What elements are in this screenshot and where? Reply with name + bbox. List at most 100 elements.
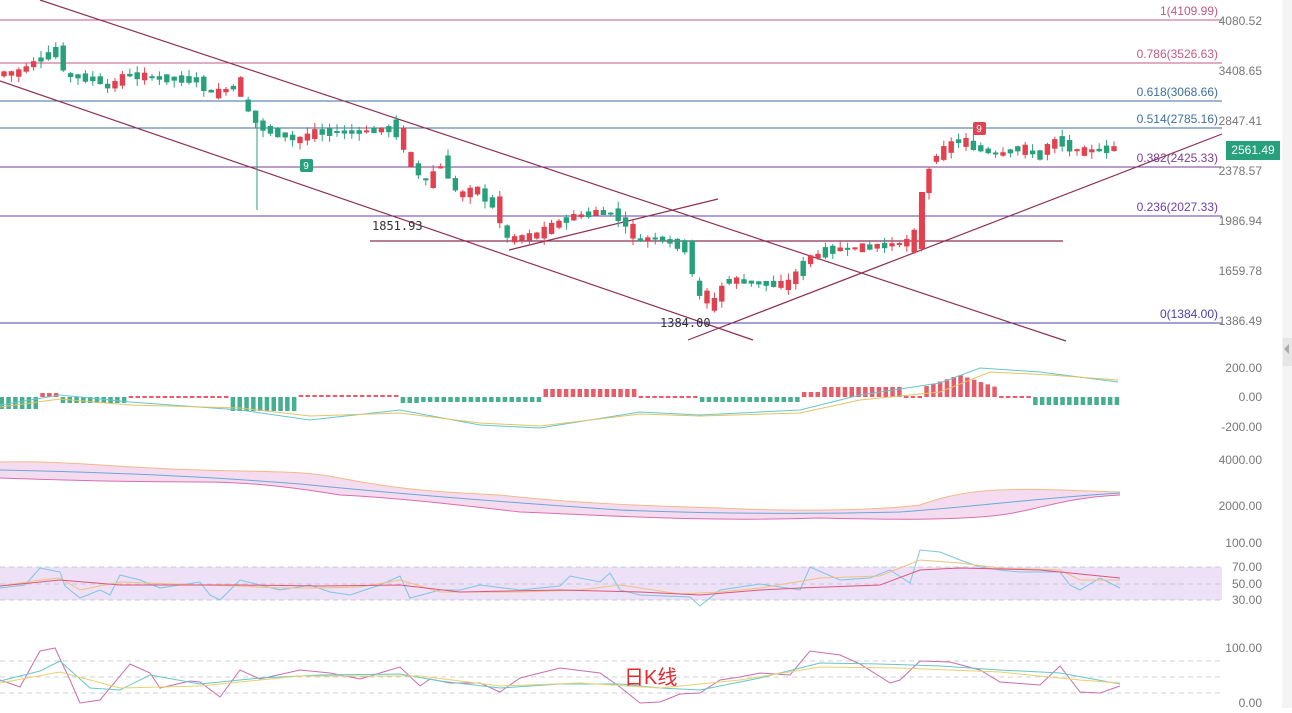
macd-bar [353, 395, 358, 397]
macd-bar [366, 395, 372, 397]
macd-bar [625, 389, 630, 397]
candle-body [733, 277, 740, 284]
macd-bar [332, 395, 338, 397]
candle-body [208, 89, 214, 93]
macd-bar [393, 395, 399, 397]
macd-bar [665, 396, 671, 398]
price-tick: 1386.49 [1218, 314, 1262, 328]
candle-body [778, 280, 784, 288]
candle-body [60, 45, 66, 71]
macd-bar [618, 389, 623, 397]
macd-bar [529, 397, 535, 402]
candle-body [1000, 152, 1006, 156]
macd-bar [808, 392, 814, 397]
macd-bar [761, 397, 766, 402]
candle-body [674, 238, 681, 249]
channel-lower [0, 80, 754, 341]
rsi-tick: 100.00 [1225, 536, 1262, 550]
candle-body [1074, 149, 1080, 152]
macd-bar [883, 387, 888, 397]
candle-body [844, 247, 851, 250]
macd-bar [1046, 397, 1052, 405]
candle-body [319, 129, 325, 135]
candle-body [1037, 150, 1043, 160]
candle-body [622, 217, 629, 227]
macd-bar [584, 389, 589, 397]
rsi-6 [0, 549, 1121, 607]
macd-bar [733, 397, 739, 402]
macd-bar [727, 397, 732, 402]
macd-bar [1019, 396, 1024, 398]
candle-body [408, 152, 414, 167]
price-tick: 3408.65 [1218, 64, 1262, 78]
macd-bar [421, 397, 426, 402]
candle-body [1007, 149, 1014, 154]
macd-bar [244, 397, 249, 411]
macd-bar [672, 396, 678, 398]
candle-body [696, 280, 703, 296]
candle-body [45, 52, 52, 60]
candle-body [371, 128, 377, 134]
macd-bar [591, 389, 596, 397]
candle-body [30, 61, 37, 68]
candle-body [16, 69, 22, 77]
candle-body [867, 244, 873, 250]
candle-body [1096, 148, 1102, 152]
macd-bar [577, 389, 582, 397]
macd-bar [971, 379, 977, 397]
candle-body [830, 245, 836, 254]
macd-bar [502, 397, 508, 402]
candle-body [75, 74, 81, 79]
macd-bar [536, 397, 542, 402]
candle-body [267, 126, 274, 134]
macd-dea [0, 371, 1119, 427]
macd-bar [210, 396, 215, 398]
macd-bar [94, 397, 100, 403]
candle-body [689, 240, 695, 275]
candle-body [1022, 144, 1028, 155]
macd-bar [890, 387, 895, 397]
candle-body [963, 137, 969, 147]
macd-bar [53, 393, 59, 397]
chevron-left-icon[interactable] [1284, 344, 1289, 354]
macd-tick: 0.00 [1238, 390, 1262, 404]
candle-body [652, 237, 658, 240]
candle-body [297, 136, 303, 144]
candle-body [171, 76, 177, 81]
channel-upper [39, 0, 1067, 342]
macd-bar [87, 397, 93, 403]
candle-body [363, 130, 370, 133]
candle-body [807, 255, 814, 265]
candle-body [711, 298, 718, 311]
macd-bar [47, 393, 52, 397]
candle-body [704, 290, 710, 304]
candle-body [282, 132, 288, 138]
candle-body [593, 210, 599, 216]
candle-body [1052, 139, 1058, 149]
macd-bar [1060, 397, 1065, 405]
macd-bar [543, 389, 548, 397]
td-signal-text: 9 [303, 161, 309, 172]
candle-body [334, 131, 340, 133]
candle-body [1044, 144, 1051, 155]
macd-bar [509, 397, 514, 402]
price-tick: 1986.94 [1218, 214, 1262, 228]
candle-body [571, 214, 577, 221]
macd-bar [1080, 397, 1086, 405]
macd-bar [910, 396, 916, 398]
candle-body [215, 88, 222, 99]
candle-body [201, 76, 207, 91]
candle-body [630, 223, 636, 239]
boll-fill [0, 461, 1120, 520]
candle-body [1089, 149, 1095, 153]
candle-body [326, 128, 333, 136]
macd-bar [407, 397, 412, 403]
candle-body [415, 163, 422, 176]
macd-bar [523, 397, 528, 402]
macd-bar [788, 397, 793, 402]
macd-bar [992, 386, 997, 397]
macd-bar [1094, 397, 1099, 405]
rsi-tick: 50.00 [1231, 577, 1262, 591]
